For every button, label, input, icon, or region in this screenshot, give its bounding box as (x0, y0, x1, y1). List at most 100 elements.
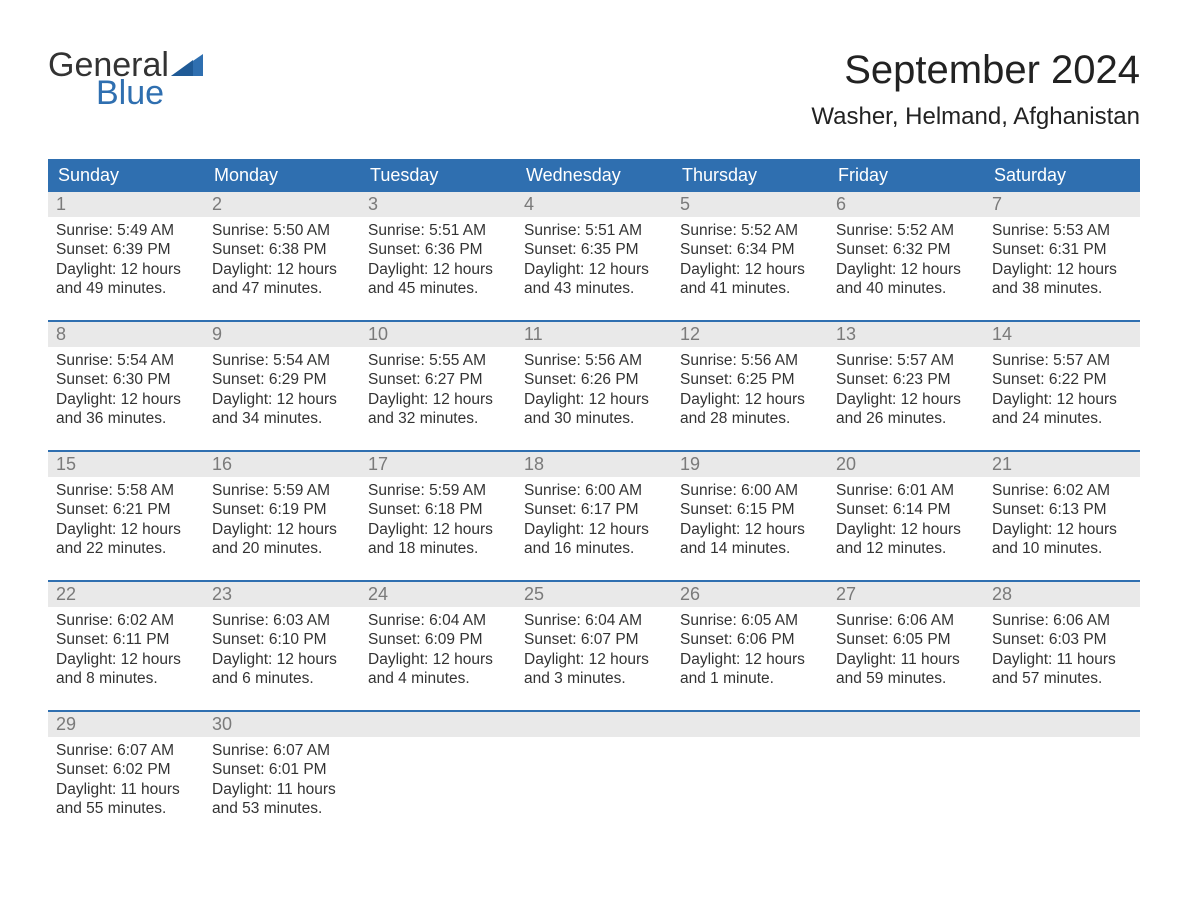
sunrise-line: Sunrise: 5:54 AM (212, 351, 352, 370)
sunrise-line: Sunrise: 6:00 AM (524, 481, 664, 500)
day-number: 4 (516, 192, 672, 217)
sunset-line: Sunset: 6:35 PM (524, 240, 664, 259)
day-header: Friday (828, 159, 984, 192)
sunset-line: Sunset: 6:34 PM (680, 240, 820, 259)
dl1-line: Daylight: 12 hours (56, 260, 196, 279)
dl1-line: Daylight: 12 hours (368, 390, 508, 409)
daynum-row: 15161718192021 (48, 451, 1140, 477)
dl1-line: Daylight: 12 hours (368, 650, 508, 669)
day-cell: Sunrise: 6:00 AMSunset: 6:17 PMDaylight:… (516, 477, 672, 581)
day-cell (516, 737, 672, 841)
day-number: 1 (48, 192, 204, 217)
dl2-line: and 47 minutes. (212, 279, 352, 298)
dl2-line: and 55 minutes. (56, 799, 196, 818)
sunset-line: Sunset: 6:13 PM (992, 500, 1132, 519)
sunset-line: Sunset: 6:27 PM (368, 370, 508, 389)
daynum-cell: 12 (672, 321, 828, 347)
sunset-line: Sunset: 6:17 PM (524, 500, 664, 519)
sunset-line: Sunset: 6:25 PM (680, 370, 820, 389)
day-content: Sunrise: 5:52 AMSunset: 6:32 PMDaylight:… (828, 217, 984, 299)
sunrise-line: Sunrise: 6:02 AM (56, 611, 196, 630)
day-cell: Sunrise: 5:51 AMSunset: 6:36 PMDaylight:… (360, 217, 516, 321)
daynum-cell: 1 (48, 192, 204, 217)
daynum-cell: 11 (516, 321, 672, 347)
day-number: 27 (828, 582, 984, 607)
dl1-line: Daylight: 12 hours (680, 520, 820, 539)
sunset-line: Sunset: 6:23 PM (836, 370, 976, 389)
day-cell: Sunrise: 5:56 AMSunset: 6:26 PMDaylight:… (516, 347, 672, 451)
dl1-line: Daylight: 12 hours (836, 260, 976, 279)
daynum-cell (984, 711, 1140, 737)
sunset-line: Sunset: 6:19 PM (212, 500, 352, 519)
daynum-cell: 30 (204, 711, 360, 737)
daynum-cell: 23 (204, 581, 360, 607)
day-cell: Sunrise: 6:04 AMSunset: 6:09 PMDaylight:… (360, 607, 516, 711)
dl2-line: and 26 minutes. (836, 409, 976, 428)
day-cell: Sunrise: 5:58 AMSunset: 6:21 PMDaylight:… (48, 477, 204, 581)
day-cell: Sunrise: 6:02 AMSunset: 6:13 PMDaylight:… (984, 477, 1140, 581)
sunrise-line: Sunrise: 5:52 AM (836, 221, 976, 240)
day-content: Sunrise: 5:51 AMSunset: 6:36 PMDaylight:… (360, 217, 516, 299)
day-cell: Sunrise: 5:53 AMSunset: 6:31 PMDaylight:… (984, 217, 1140, 321)
dl1-line: Daylight: 11 hours (56, 780, 196, 799)
day-number: 18 (516, 452, 672, 477)
sunrise-line: Sunrise: 5:51 AM (524, 221, 664, 240)
day-content: Sunrise: 5:57 AMSunset: 6:22 PMDaylight:… (984, 347, 1140, 429)
daynum-cell: 18 (516, 451, 672, 477)
day-content: Sunrise: 6:04 AMSunset: 6:09 PMDaylight:… (360, 607, 516, 689)
dl1-line: Daylight: 12 hours (368, 260, 508, 279)
day-number: 11 (516, 322, 672, 347)
dl1-line: Daylight: 12 hours (680, 260, 820, 279)
sunset-line: Sunset: 6:31 PM (992, 240, 1132, 259)
dl1-line: Daylight: 12 hours (56, 390, 196, 409)
sunset-line: Sunset: 6:18 PM (368, 500, 508, 519)
sunrise-line: Sunrise: 5:59 AM (212, 481, 352, 500)
dl2-line: and 1 minute. (680, 669, 820, 688)
day-number: 2 (204, 192, 360, 217)
sunset-line: Sunset: 6:29 PM (212, 370, 352, 389)
flag-icon (171, 54, 203, 76)
dl2-line: and 4 minutes. (368, 669, 508, 688)
dl2-line: and 59 minutes. (836, 669, 976, 688)
dl2-line: and 41 minutes. (680, 279, 820, 298)
sunrise-line: Sunrise: 5:50 AM (212, 221, 352, 240)
day-number: 7 (984, 192, 1140, 217)
day-cell: Sunrise: 5:52 AMSunset: 6:34 PMDaylight:… (672, 217, 828, 321)
day-header: Sunday (48, 159, 204, 192)
day-number: 6 (828, 192, 984, 217)
daynum-cell: 8 (48, 321, 204, 347)
daynum-cell: 29 (48, 711, 204, 737)
sunrise-line: Sunrise: 5:56 AM (680, 351, 820, 370)
day-header: Wednesday (516, 159, 672, 192)
sunset-line: Sunset: 6:11 PM (56, 630, 196, 649)
sunset-line: Sunset: 6:30 PM (56, 370, 196, 389)
dl1-line: Daylight: 11 hours (992, 650, 1132, 669)
day-number: 21 (984, 452, 1140, 477)
day-content: Sunrise: 5:52 AMSunset: 6:34 PMDaylight:… (672, 217, 828, 299)
dl1-line: Daylight: 12 hours (992, 390, 1132, 409)
daynum-cell: 27 (828, 581, 984, 607)
dl2-line: and 38 minutes. (992, 279, 1132, 298)
day-number: 16 (204, 452, 360, 477)
sunset-line: Sunset: 6:02 PM (56, 760, 196, 779)
week-row: Sunrise: 6:02 AMSunset: 6:11 PM Daylight:… (48, 607, 1140, 711)
sunrise-line: Sunrise: 6:05 AM (680, 611, 820, 630)
sunrise-line: Sunrise: 5:49 AM (56, 221, 196, 240)
dl2-line: and 43 minutes. (524, 279, 664, 298)
dl1-line: Daylight: 12 hours (524, 260, 664, 279)
dl1-line: Daylight: 12 hours (212, 390, 352, 409)
daynum-cell: 13 (828, 321, 984, 347)
sunset-line: Sunset: 6:22 PM (992, 370, 1132, 389)
sunset-line: Sunset: 6:38 PM (212, 240, 352, 259)
dl1-line: Daylight: 12 hours (368, 520, 508, 539)
dl1-line: Daylight: 12 hours (836, 520, 976, 539)
sunrise-line: Sunrise: 6:07 AM (212, 741, 352, 760)
sunrise-line: Sunrise: 5:55 AM (368, 351, 508, 370)
dl2-line: and 53 minutes. (212, 799, 352, 818)
day-number: 22 (48, 582, 204, 607)
dl2-line: and 10 minutes. (992, 539, 1132, 558)
day-cell: Sunrise: 5:59 AMSunset: 6:19 PMDaylight:… (204, 477, 360, 581)
day-cell: Sunrise: 6:00 AMSunset: 6:15 PMDaylight:… (672, 477, 828, 581)
daynum-cell: 6 (828, 192, 984, 217)
day-header-row: Sunday Monday Tuesday Wednesday Thursday… (48, 159, 1140, 192)
